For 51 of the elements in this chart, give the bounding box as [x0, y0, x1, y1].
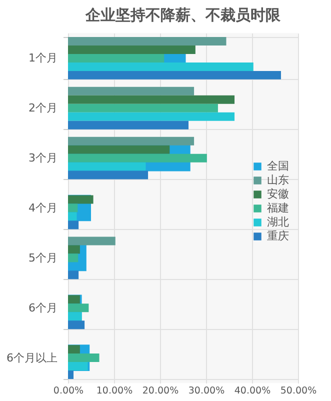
bar	[68, 212, 77, 221]
bar	[68, 154, 207, 162]
bar	[68, 304, 89, 312]
legend-label: 重庆	[267, 230, 289, 242]
bar	[68, 170, 148, 180]
legend-label: 湖北	[267, 216, 289, 228]
bar	[68, 220, 79, 230]
bar	[68, 270, 79, 280]
bar	[68, 320, 85, 330]
bar	[68, 195, 94, 204]
y-tick-label: 2个月	[28, 102, 58, 115]
y-tick-label: 3个月	[28, 152, 58, 165]
x-tick-label: 20.00%	[142, 386, 179, 396]
x-tick-label: 40.00%	[234, 386, 271, 396]
legend-label: 山东	[267, 174, 289, 186]
bar	[68, 54, 164, 62]
x-tick-label: 0.00%	[53, 386, 84, 396]
bar	[68, 45, 196, 54]
bar	[68, 86, 194, 96]
bar	[68, 245, 80, 254]
bar	[68, 254, 78, 262]
bar	[68, 295, 80, 304]
bar	[68, 112, 235, 121]
y-tick-label: 5个月	[28, 251, 58, 264]
x-tick-label: 50.00%	[280, 386, 317, 396]
bar	[68, 362, 88, 371]
bar	[68, 120, 189, 130]
bar	[68, 36, 226, 46]
legend-label: 全国	[267, 160, 289, 172]
legend-label: 安徽	[267, 188, 289, 200]
bar	[68, 370, 74, 380]
bar	[68, 70, 281, 80]
legend-label: 福建	[267, 202, 289, 214]
x-tick-label: 30.00%	[188, 386, 225, 396]
bar	[68, 204, 78, 212]
y-tick-label: 1个月	[28, 52, 58, 65]
x-tick-label: 10.00%	[96, 386, 133, 396]
bar	[68, 236, 116, 246]
bar	[68, 145, 170, 154]
y-tick-label: 6个月	[28, 301, 58, 314]
bar	[68, 95, 235, 104]
y-tick-label: 4个月	[28, 202, 58, 214]
bar	[68, 354, 100, 362]
bar	[68, 162, 146, 171]
bar	[68, 104, 218, 112]
y-tick-label: 6个月以上	[6, 351, 58, 364]
bar	[68, 312, 82, 321]
bar	[68, 345, 80, 354]
chart-title: 企业坚持不降薪、不裁员时限	[84, 6, 282, 24]
bar	[68, 62, 254, 71]
bar	[68, 136, 194, 146]
